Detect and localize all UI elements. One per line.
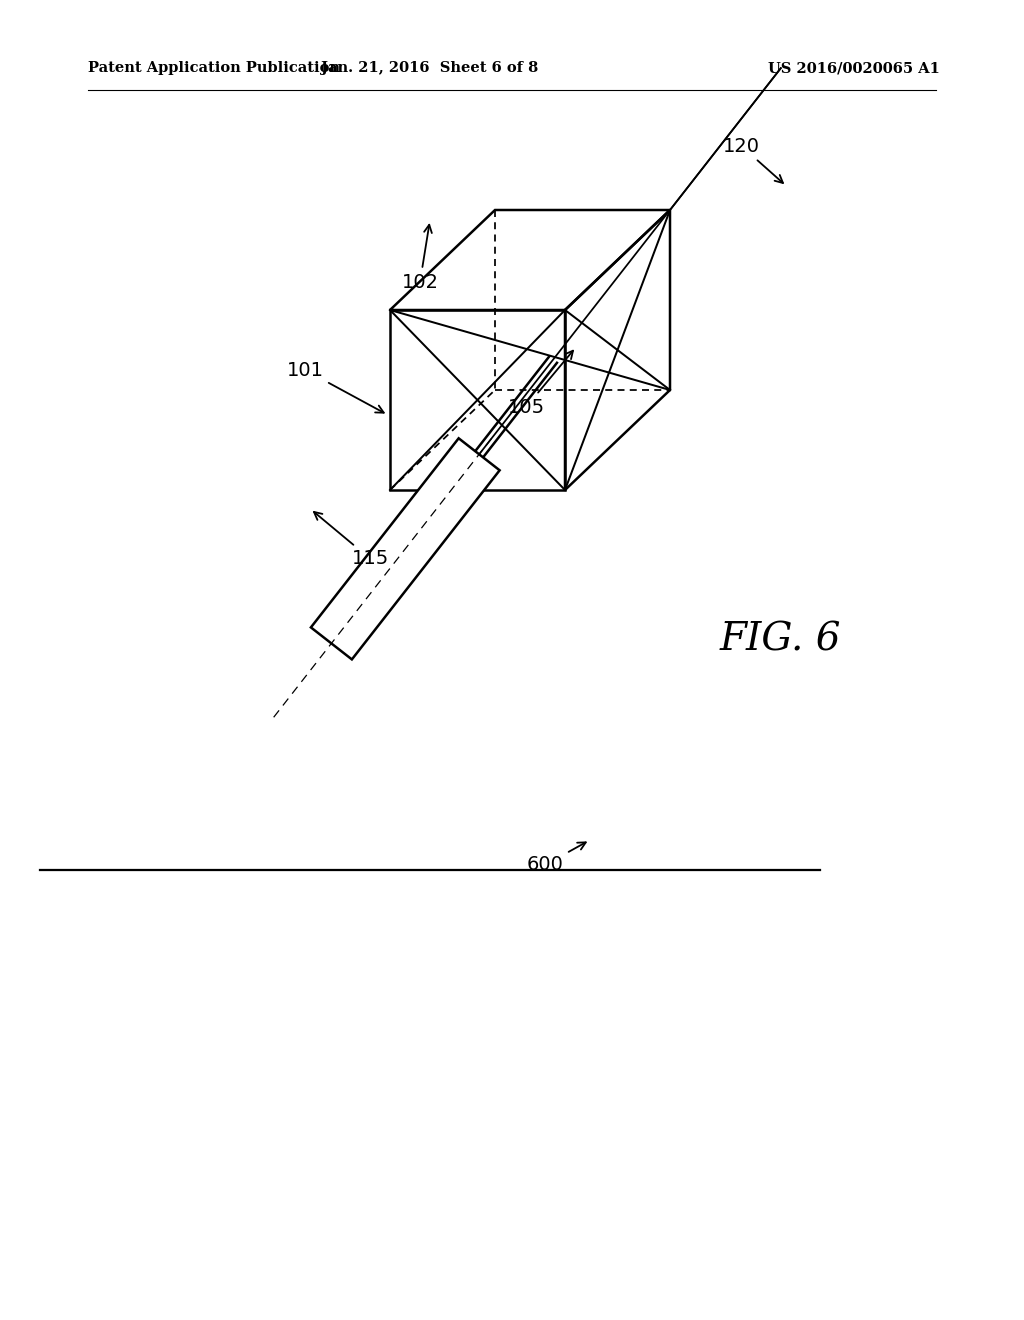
Text: FIG. 6: FIG. 6 xyxy=(720,622,842,659)
Text: Patent Application Publication: Patent Application Publication xyxy=(88,61,340,75)
Text: 115: 115 xyxy=(314,512,389,569)
Text: 101: 101 xyxy=(287,360,384,413)
Text: 120: 120 xyxy=(723,137,783,183)
Polygon shape xyxy=(311,438,500,660)
Text: 105: 105 xyxy=(508,351,573,417)
Text: 600: 600 xyxy=(526,842,586,874)
Text: 102: 102 xyxy=(401,224,438,292)
Text: US 2016/0020065 A1: US 2016/0020065 A1 xyxy=(768,61,940,75)
Text: Jan. 21, 2016  Sheet 6 of 8: Jan. 21, 2016 Sheet 6 of 8 xyxy=(322,61,539,75)
